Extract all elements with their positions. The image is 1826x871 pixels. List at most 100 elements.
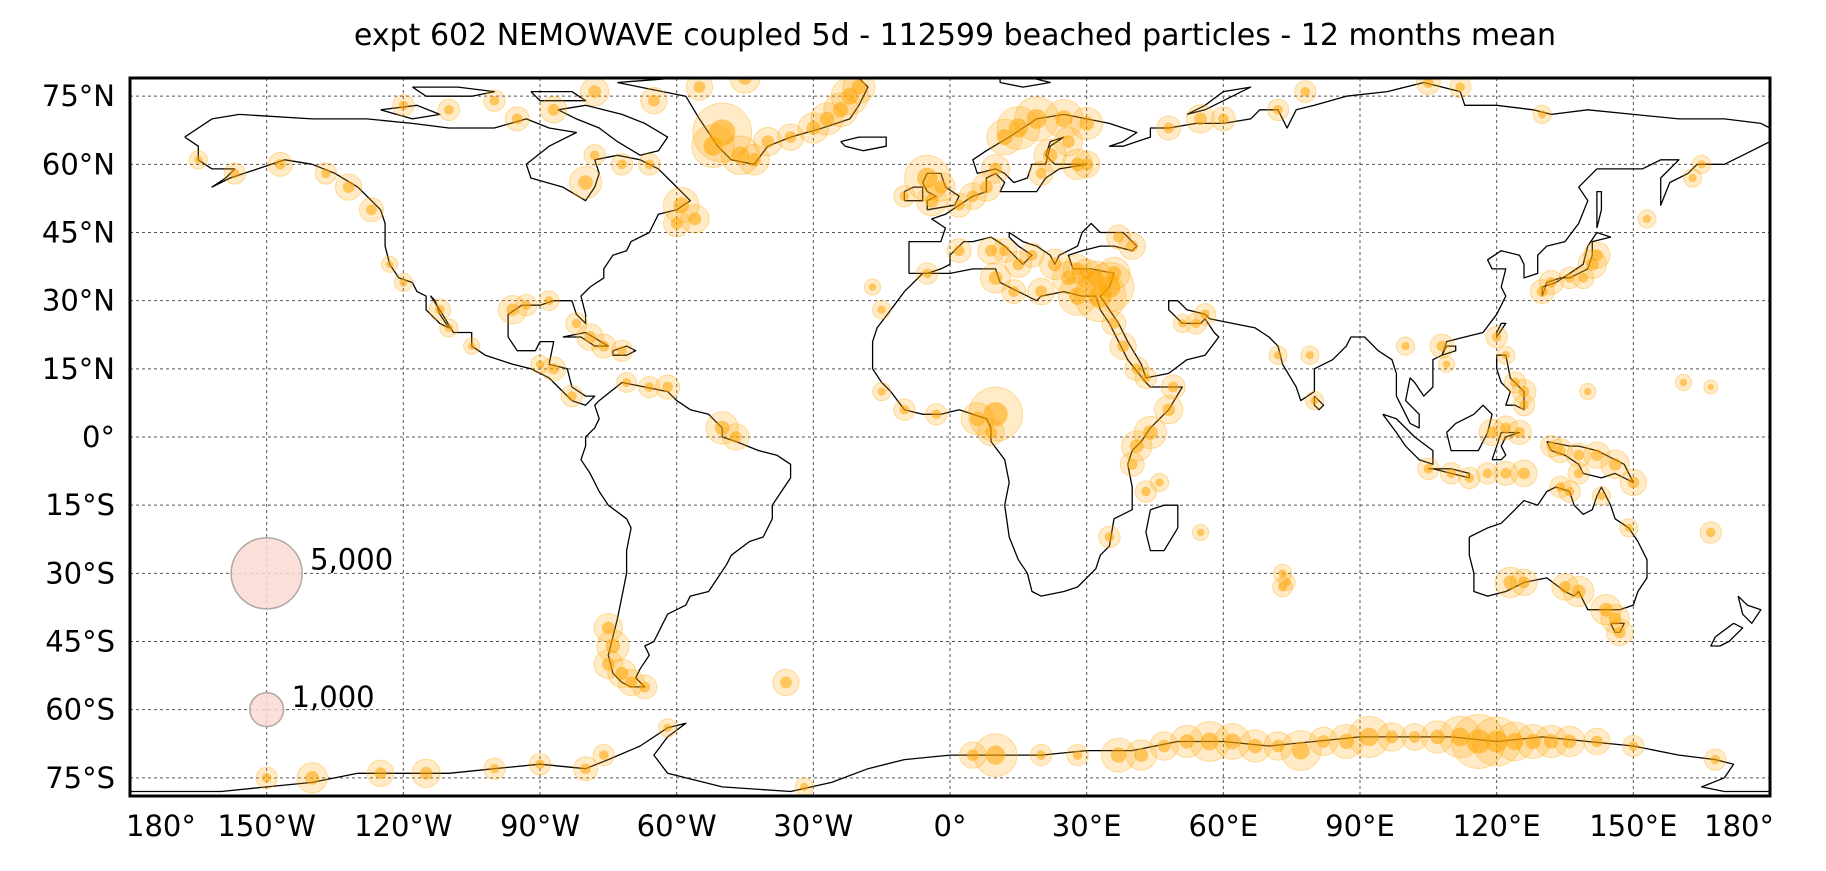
longitude-tick-label: 120°E xyxy=(1453,809,1541,843)
beached-particle-bubble-core xyxy=(1200,309,1210,320)
beached-particle-bubble-core xyxy=(1627,476,1640,489)
beached-particle-bubble-core xyxy=(988,271,1003,285)
beached-particle-bubble-core xyxy=(1518,576,1530,589)
beached-particle-bubble-core xyxy=(261,773,272,783)
latitude-tick-label: 60°S xyxy=(45,693,115,727)
beached-particle-bubble-core xyxy=(1608,457,1622,471)
latitude-tick-label: 0° xyxy=(82,420,115,454)
beached-particle-bubble-core xyxy=(342,181,355,193)
coastline-philippines xyxy=(1496,354,1525,411)
beached-particle-bubble-core xyxy=(229,168,240,179)
beached-particle-bubble-core xyxy=(1317,735,1330,748)
beached-particle-bubble-core xyxy=(1546,441,1557,451)
beached-particle-bubble-core xyxy=(917,167,938,189)
beached-particle-bubble-core xyxy=(489,763,500,774)
beached-particle-bubble-core xyxy=(1590,249,1603,262)
beached-particle-bubble-core xyxy=(1079,116,1094,131)
beached-particle-bubble-core xyxy=(1482,468,1493,479)
beached-particle-bubble-core xyxy=(1590,449,1603,462)
beached-particle-bubble-core xyxy=(1707,383,1714,391)
coastline-novaya-zemlya xyxy=(1186,86,1252,116)
beached-particle-bubble-core xyxy=(1503,575,1518,590)
beached-particle-bubble-core xyxy=(970,411,985,427)
longitude-tick-label: 60°W xyxy=(637,809,717,843)
beached-particle-bubble-core xyxy=(1088,270,1104,286)
beached-particle-bubble-core xyxy=(625,676,638,689)
beached-particle-bubble-core xyxy=(1047,257,1062,272)
beached-particle-bubble-core xyxy=(1155,478,1164,487)
longitude-tick-label: 0° xyxy=(934,809,967,843)
beached-particle-bubble-core xyxy=(1129,439,1144,453)
beached-particle-bubble-core xyxy=(419,766,433,780)
beached-particle-bubble-core xyxy=(489,95,500,106)
beached-particle-bubble-core xyxy=(989,162,1002,176)
beached-particle-bubble-core xyxy=(598,750,609,760)
beached-particle-bubble-core xyxy=(521,300,532,311)
beached-particle-bubble-core xyxy=(1178,319,1187,328)
beached-particle-bubble-core xyxy=(1436,340,1448,352)
beached-particle-bubble-core xyxy=(571,318,582,329)
beached-particle-bubble-core xyxy=(953,245,965,257)
beached-particle-bubble-core xyxy=(1026,249,1038,261)
beached-particle-bubble-core xyxy=(1055,110,1073,128)
beached-particle-bubble-core xyxy=(434,304,445,315)
beached-particle-bubble-core xyxy=(1423,464,1434,474)
beached-particle-bubble-core xyxy=(567,391,577,401)
beached-particle-bubble-core xyxy=(194,155,203,164)
beached-particle-bubble-core xyxy=(617,159,627,170)
beached-particle-bubble-core xyxy=(868,283,877,291)
coastline-sulawesi xyxy=(1491,431,1521,461)
latitude-tick-label: 60°N xyxy=(42,147,115,181)
beached-particle-bubble-core xyxy=(580,763,591,775)
beached-particle-bubble-core xyxy=(1072,750,1083,760)
beached-particle-bubble-core xyxy=(1628,741,1639,751)
coastline-eurasia xyxy=(908,81,1770,429)
beached-particle-bubble-core xyxy=(1544,734,1559,749)
beached-particle-bubble-core xyxy=(385,260,394,269)
beached-particle-bubble-core xyxy=(598,340,610,352)
beached-particle-bubble-core xyxy=(605,638,621,654)
beached-particle-bubble-core xyxy=(1131,363,1143,375)
beached-particle-bubble-core xyxy=(1163,122,1175,134)
beached-particle-bubble-core xyxy=(1113,231,1124,243)
beached-particle-bubble-core xyxy=(1283,578,1291,587)
longitude-tick-labels: 180° 150°W 120°W 90°W 60°W 30°W 0° 30°E 60°E 90°E… xyxy=(126,809,1774,843)
beached-particle-bubble-core xyxy=(983,402,1008,427)
coastline-new-zealand-south xyxy=(1710,622,1744,647)
beached-particle-bubble xyxy=(729,78,761,94)
beached-particle-bubble-core xyxy=(1710,754,1721,765)
beached-particle-bubble-core xyxy=(1291,741,1310,760)
beached-particle-bubble-core xyxy=(1562,734,1577,749)
beached-particle-bubble-core xyxy=(601,621,615,635)
beached-particle-bubble-core xyxy=(1141,486,1151,497)
beached-particle-bubble-core xyxy=(1196,528,1205,537)
latitude-tick-labels: 75°N 60°N 45°N 30°N 15°N 0° 15°S 30°S 45°S 60°S 75… xyxy=(42,79,115,795)
beached-particle-bubble-core xyxy=(1247,738,1263,754)
beached-particle-bubble-core xyxy=(1573,468,1584,479)
beached-particle-bubble-core xyxy=(729,431,742,443)
beached-particle-bubble-core xyxy=(1422,78,1434,88)
beached-particle-bubble-core xyxy=(806,121,821,135)
map-title: expt 602 NEMOWAVE coupled 5d - 112599 be… xyxy=(354,18,1556,53)
beached-particle-bubble-core xyxy=(1446,468,1456,479)
beached-particle-bubble-core xyxy=(1012,258,1025,271)
beached-particle-bubble-core xyxy=(1167,381,1179,393)
beached-particle-bubble-core xyxy=(662,381,673,393)
beached-particle-bubble-core xyxy=(761,135,775,149)
beached-particle-bubble-core xyxy=(1500,467,1512,479)
beached-particle-bubble-core xyxy=(1538,110,1547,119)
beached-particle-bubble-core xyxy=(1578,273,1589,283)
beached-particle-bubble-core xyxy=(1191,318,1201,329)
beached-particle-bubble-core xyxy=(1597,491,1606,501)
beached-particle-bubble-core xyxy=(274,158,286,170)
beached-particle-bubble-core xyxy=(1624,523,1633,532)
beached-particle-bubble-core xyxy=(1042,147,1058,163)
beached-particle-bubble-core xyxy=(709,119,736,146)
legend-bubble xyxy=(230,537,303,610)
beached-particle-bubble-core xyxy=(1608,612,1622,626)
beached-particle-bubble-core xyxy=(1359,727,1379,747)
beached-particle-bubble-core xyxy=(398,100,409,111)
beached-particle-bubble-core xyxy=(1070,157,1085,172)
beached-particle-bubble-core xyxy=(1573,449,1585,461)
beached-particle-bubble-core xyxy=(899,191,910,201)
